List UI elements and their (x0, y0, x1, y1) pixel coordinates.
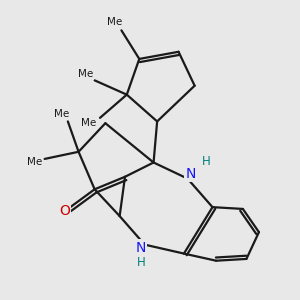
Text: H: H (137, 256, 146, 269)
Text: N: N (185, 167, 196, 181)
Text: Me: Me (27, 157, 42, 167)
Text: Me: Me (81, 118, 96, 128)
Text: O: O (59, 204, 70, 218)
Text: Me: Me (54, 109, 69, 118)
Text: H: H (202, 155, 210, 168)
Text: Me: Me (78, 69, 93, 79)
Text: Me: Me (107, 17, 123, 28)
Text: N: N (136, 241, 146, 254)
